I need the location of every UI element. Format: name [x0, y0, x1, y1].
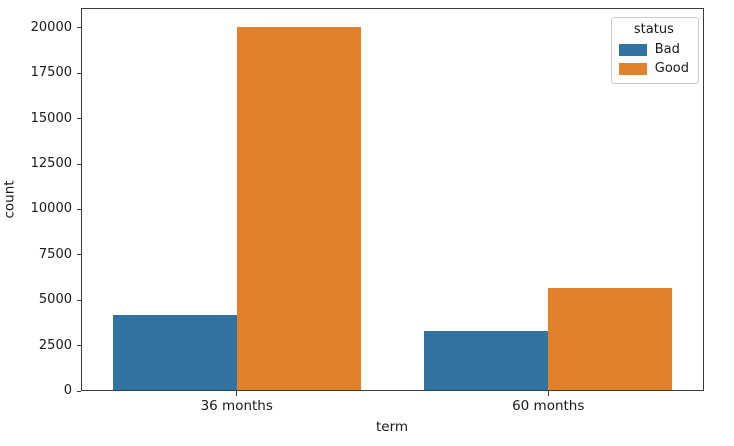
legend-swatch-icon	[618, 62, 647, 75]
legend-item-bad: Bad	[618, 40, 689, 59]
y-tick-label: 2500	[38, 337, 72, 353]
legend-label: Bad	[654, 42, 680, 57]
x-tick-label: 36 months	[200, 398, 273, 414]
bar-60-months-bad	[423, 330, 548, 390]
x-tick-mark	[236, 391, 238, 396]
y-tick-mark	[76, 118, 81, 120]
y-tick-label: 10000	[30, 201, 72, 217]
legend-item-good: Good	[618, 59, 689, 78]
y-tick-mark	[76, 27, 81, 29]
x-tick-label: 60 months	[512, 398, 585, 414]
plot-area: status Bad Good	[81, 8, 704, 391]
y-tick-label: 7500	[38, 246, 72, 262]
legend: status Bad Good	[610, 17, 699, 84]
y-tick-mark	[76, 208, 81, 210]
y-tick-label: 17500	[30, 65, 72, 81]
y-tick-mark	[76, 163, 81, 165]
bar-36-months-good	[237, 27, 362, 390]
y-tick-mark	[76, 72, 81, 74]
y-tick-label: 5000	[38, 292, 72, 308]
legend-title: status	[633, 22, 674, 37]
y-tick-label: 20000	[30, 19, 72, 35]
bar-60-months-good	[547, 288, 672, 390]
y-tick-mark	[76, 345, 81, 347]
y-tick-label: 15000	[30, 110, 72, 126]
y-tick-label: 12500	[30, 156, 72, 172]
y-tick-mark	[76, 254, 81, 256]
y-tick-mark	[76, 390, 81, 392]
legend-items: Bad Good	[618, 40, 689, 78]
y-tick-label: 0	[63, 383, 72, 398]
legend-label: Good	[654, 61, 689, 76]
y-tick-mark	[76, 299, 81, 301]
legend-swatch-icon	[618, 43, 647, 56]
x-tick-mark	[547, 391, 549, 396]
bar-36-months-bad	[113, 315, 238, 390]
x-axis-label: term	[375, 419, 409, 435]
